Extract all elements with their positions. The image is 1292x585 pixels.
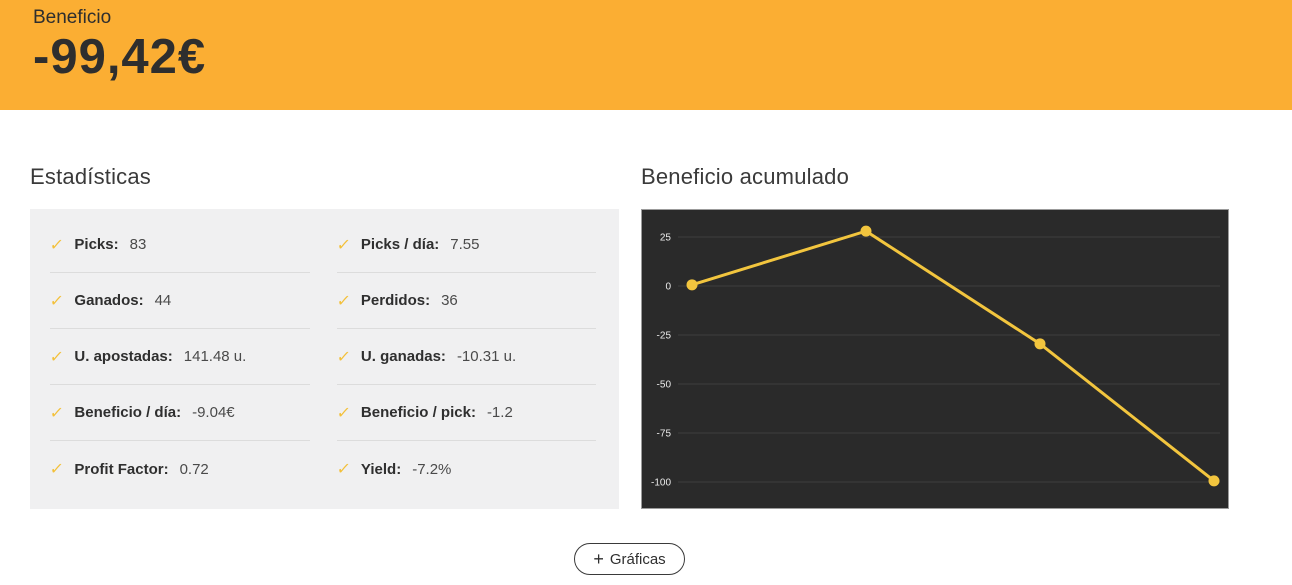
chart-title: Beneficio acumulado [641, 164, 850, 189]
graficas-button[interactable]: + Gráficas [574, 543, 685, 575]
y-axis-tick-label: 0 [665, 282, 671, 293]
cumulative-profit-chart: 25 0 -25 -50 -75 -100 [641, 209, 1229, 509]
stat-item: ✓ Picks: 83 [48, 217, 310, 273]
chart-point [1034, 338, 1046, 350]
graficas-button-label: Gráficas [609, 550, 666, 568]
stat-item: ✓ Ganados: 44 [48, 273, 310, 329]
stat-item: ✓ U. apostadas: 141.48 u. [48, 329, 310, 385]
stat-label: Picks / día: [360, 236, 440, 253]
check-icon: ✓ [335, 404, 352, 422]
stats-section: Estadísticas ✓ Picks: 83 ✓ Picks / día: … [30, 164, 619, 509]
plus-icon: + [593, 549, 604, 569]
stat-item: ✓ Perdidos: 36 [335, 273, 596, 329]
check-icon: ✓ [335, 292, 352, 310]
chart-point [686, 279, 698, 291]
stat-item: ✓ U. ganadas: -10.31 u. [335, 329, 596, 385]
profit-banner-value: -99,42€ [33, 29, 207, 84]
stat-value: 83 [129, 236, 147, 253]
stat-value: -9.04€ [192, 404, 235, 421]
check-icon: ✓ [335, 236, 352, 254]
check-icon: ✓ [335, 461, 352, 478]
y-axis-tick-label: -50 [657, 380, 672, 391]
stat-value: 44 [154, 292, 172, 309]
check-icon: ✓ [48, 404, 65, 422]
y-axis-tick-label: -25 [657, 331, 672, 342]
stat-label: Beneficio / día: [74, 404, 182, 421]
check-icon: ✓ [48, 348, 65, 366]
stat-item: ✓ Beneficio / día: -9.04€ [48, 385, 310, 441]
stat-item: ✓ Beneficio / pick: -1.2 [335, 385, 596, 441]
stat-label: Beneficio / pick: [360, 404, 476, 421]
stat-value: 36 [441, 292, 458, 309]
stats-title: Estadísticas [30, 164, 152, 189]
chart-point [1208, 475, 1220, 487]
profit-line-chart-svg: 25 0 -25 -50 -75 -100 [651, 225, 1220, 489]
footer-bar: + Gráficas [0, 543, 1292, 575]
stat-label: U. apostadas: [74, 348, 173, 365]
stat-item: ✓ Picks / día: 7.55 [335, 217, 596, 273]
y-axis-tick-label: 25 [660, 233, 672, 244]
profit-line-series [691, 229, 1215, 483]
stat-label: Perdidos: [360, 292, 431, 309]
stat-value: 0.72 [179, 460, 209, 478]
chart-section: Beneficio acumulado 25 0 -25 -50 -75 -100 [641, 164, 1229, 509]
check-icon: ✓ [335, 348, 352, 366]
check-icon: ✓ [48, 236, 65, 254]
check-icon: ✓ [48, 292, 65, 310]
stat-value: -1.2 [486, 404, 513, 421]
stat-value: 141.48 u. [183, 348, 247, 365]
stat-value: -10.31 u. [456, 348, 517, 365]
y-axis-tick-label: -75 [657, 429, 672, 440]
chart-point [860, 225, 872, 237]
stat-label: Ganados: [74, 292, 144, 309]
stat-item: ✓ Profit Factor: 0.72 [48, 441, 310, 497]
stat-label: U. ganadas: [360, 348, 446, 365]
stat-label: Picks: [74, 236, 119, 253]
stats-grid: ✓ Picks: 83 ✓ Picks / día: 7.55 ✓ Ganado… [30, 209, 619, 509]
check-icon: ✓ [48, 461, 65, 478]
stat-value: 7.55 [450, 236, 480, 253]
stat-label: Yield: [360, 460, 402, 478]
stat-value: -7.2% [412, 460, 452, 478]
profit-banner-label: Beneficio [33, 7, 112, 28]
stat-label: Profit Factor: [74, 460, 169, 478]
y-axis-tick-label: -100 [651, 478, 671, 489]
stat-item: ✓ Yield: -7.2% [335, 441, 597, 497]
main-content: Estadísticas ✓ Picks: 83 ✓ Picks / día: … [0, 164, 1292, 509]
profit-banner: Beneficio -99,42€ [0, 0, 1292, 110]
